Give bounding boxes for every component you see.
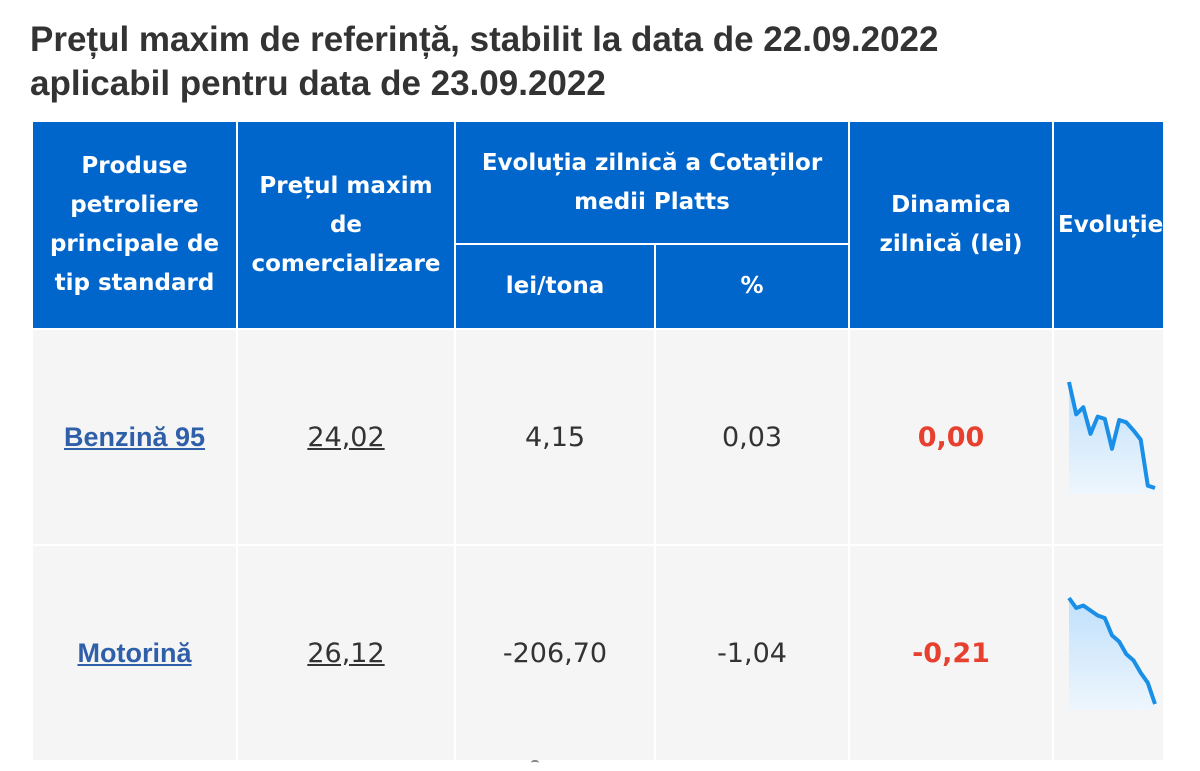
footer-mark — [531, 760, 539, 766]
product-cell: Motorină — [31, 544, 238, 762]
price-cell: 24,02 — [236, 328, 456, 546]
header-product: Produse petroliere principale de tip sta… — [31, 120, 238, 330]
sparkline-area — [1068, 598, 1155, 710]
sparkline-chart — [1066, 596, 1157, 710]
evolution-cell — [1052, 328, 1165, 546]
lei-tona-cell: 4,15 — [454, 328, 656, 546]
table-row: Motorină 26,12 -206,70 -1,04 -0,21 — [31, 544, 1165, 762]
header-dynamics: Dinamica zilnică (lei) — [848, 120, 1054, 330]
header-lei-tona: lei/tona — [454, 243, 656, 330]
max-price-value: 24,02 — [307, 421, 385, 453]
header-max-price: Prețul maxim de comercializare — [236, 120, 456, 330]
page-title-line-1: Prețul maxim de referință, stabilit la d… — [30, 20, 939, 59]
dynamics-value: -0,21 — [912, 637, 990, 669]
percent-cell: 0,03 — [654, 328, 850, 546]
price-table: Produse petroliere principale de tip sta… — [31, 120, 1165, 762]
max-price-value: 26,12 — [307, 637, 385, 669]
page-title: Prețul maxim de referință, stabilit la d… — [30, 18, 1170, 106]
percent-cell: -1,04 — [654, 544, 850, 762]
header-percent: % — [654, 243, 850, 330]
price-cell: 26,12 — [236, 544, 456, 762]
sparkline-line — [1066, 381, 1156, 490]
sparkline-area — [1068, 382, 1155, 494]
product-link-benzina[interactable]: Benzină 95 — [63, 421, 206, 452]
header-evolution: Evoluție — [1052, 120, 1165, 330]
page-title-line-2: aplicabil pentru data de 23.09.2022 — [30, 64, 606, 103]
sparkline-line — [1066, 596, 1157, 705]
product-cell: Benzină 95 — [31, 328, 238, 546]
lei-tona-cell: -206,70 — [454, 544, 656, 762]
header-platts: Evoluția zilnică a Cotaților medii Platt… — [454, 120, 850, 245]
product-link-motorina[interactable]: Motorină — [77, 637, 192, 668]
dynamics-value: 0,00 — [917, 421, 985, 453]
dynamics-cell: 0,00 — [848, 328, 1054, 546]
sparkline-chart — [1066, 381, 1156, 494]
dynamics-cell: -0,21 — [848, 544, 1054, 762]
evolution-cell — [1052, 544, 1165, 762]
table-row: Benzină 95 24,02 4,15 0,03 0,00 — [31, 328, 1165, 546]
